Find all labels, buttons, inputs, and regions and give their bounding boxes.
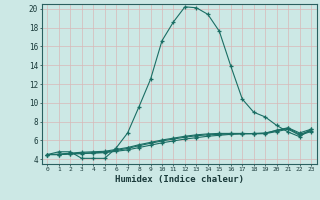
X-axis label: Humidex (Indice chaleur): Humidex (Indice chaleur) xyxy=(115,175,244,184)
